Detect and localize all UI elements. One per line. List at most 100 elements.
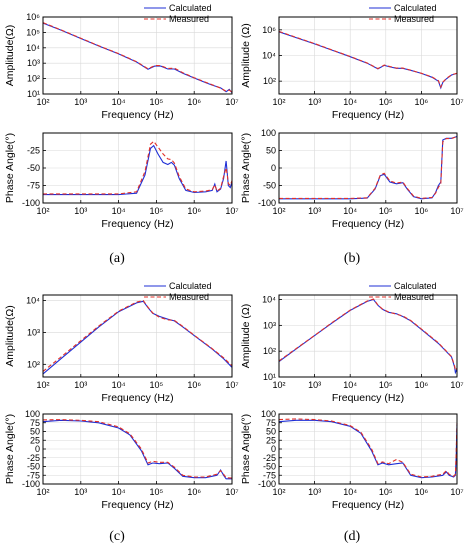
chart-7-ylabel: Amplitude (Ω)	[240, 304, 252, 368]
chart-2-ytick-label-0: -100	[22, 198, 40, 208]
chart-1-xtick-label-4: 10⁶	[187, 97, 201, 107]
chart-4-ytick-label-1: -50	[263, 181, 276, 191]
chart-1-ytick-label-5: 10⁶	[26, 12, 40, 22]
chart-1-ytick-label-3: 10⁴	[26, 43, 40, 53]
chart-8-ytick-label-1: -75	[263, 470, 276, 480]
legend-b-measured-label: Measured	[394, 14, 434, 24]
chart-7-ytick-label-1: 10²	[263, 346, 276, 356]
chart-3-series-measured-line	[278, 30, 458, 89]
chart-8-ytick-label-8: 100	[261, 409, 276, 419]
chart-6-series-calculated-line	[42, 419, 232, 480]
chart-7-xtick-label-4: 10⁶	[415, 380, 429, 390]
chart-4-xtick-label-3: 10⁵	[379, 206, 393, 216]
chart-5-xlabel: Frequency (Hz)	[101, 392, 173, 404]
chart-1-xtick-label-3: 10⁵	[150, 97, 164, 107]
chart-4-ylabel: Phase Angle(°)	[240, 133, 252, 203]
chart-8-series-calculated-line	[278, 419, 458, 479]
chart-3-ylabel: Amplitude (Ω)	[240, 23, 252, 87]
series-layer	[42, 22, 458, 480]
chart-2-xtick-label-3: 10⁵	[150, 206, 164, 216]
chart-1-xtick-label-1: 10³	[74, 97, 87, 107]
chart-8-ytick-label-6: 50	[266, 427, 276, 437]
chart-6-ytick-label-3: -25	[27, 453, 40, 463]
chart-4-ytick-label-0: -100	[258, 198, 276, 208]
text-layer: 10² 10³ 10⁴ 10⁵ 10⁶ 10⁷10¹10²10³10⁴10⁵10⁶Freq…	[4, 3, 464, 511]
panel-label-b: (b)	[344, 251, 361, 266]
chart-6-xtick-label-1: 10³	[74, 487, 87, 497]
chart-3-xtick-label-1: 10³	[308, 97, 321, 107]
chart-5-xtick-label-2: 10⁴	[112, 380, 126, 390]
chart-3-ytick-label-2: 10⁶	[262, 25, 276, 35]
chart-6-ylabel: Phase Angle(°)	[4, 414, 16, 484]
legend-a-measured-label: Measured	[169, 14, 209, 24]
chart-7-xtick-label-3: 10⁵	[379, 380, 393, 390]
chart-6-ytick-label-2: -50	[27, 462, 40, 472]
chart-6-xtick-label-4: 10⁶	[187, 487, 201, 497]
chart-7-xlabel: Frequency (Hz)	[332, 392, 404, 404]
chart-1-ytick-label-1: 10²	[27, 74, 40, 84]
chart-6-ytick-label-7: 75	[30, 418, 40, 428]
chart-6-ytick-label-5: 25	[30, 435, 40, 445]
chart-8-series-measured-line	[278, 418, 458, 478]
chart-4-xlabel: Frequency (Hz)	[332, 218, 404, 230]
chart-3-xtick-label-4: 10⁶	[415, 97, 429, 107]
chart-1-xlabel: Frequency (Hz)	[101, 109, 173, 121]
chart-1-plot-frame	[42, 16, 233, 95]
chart-4-ytick-label-2: 0	[271, 163, 276, 173]
chart-8-ylabel: Phase Angle(°)	[240, 414, 252, 484]
chart-2-xlabel: Frequency (Hz)	[101, 218, 173, 230]
chart-4-xtick-label-2: 10⁴	[343, 206, 357, 216]
chart-3-xtick-label-3: 10⁵	[379, 97, 393, 107]
chart-8-xtick-label-2: 10⁴	[343, 487, 357, 497]
chart-8-ytick-label-0: -100	[258, 479, 276, 489]
chart-5-ytick-label-2: 10⁴	[26, 296, 40, 306]
chart-1-ytick-label-4: 10⁵	[26, 27, 40, 37]
chart-5-plot-frame	[42, 294, 233, 378]
chart-5-xtick-label-5: 10⁷	[225, 380, 238, 390]
chart-3-xlabel: Frequency (Hz)	[332, 109, 404, 121]
chart-8-ytick-label-7: 75	[266, 418, 276, 428]
chart-8-xtick-label-0: 10²	[272, 487, 285, 497]
chart-4-xtick-label-5: 10⁷	[450, 206, 463, 216]
chart-2-xtick-label-0: 10²	[36, 206, 49, 216]
chart-5-xtick-label-0: 10²	[36, 380, 49, 390]
chart-6-xtick-label-0: 10²	[36, 487, 49, 497]
chart-6-ytick-label-8: 100	[25, 409, 40, 419]
chart-8-xlabel: Frequency (Hz)	[332, 499, 404, 511]
chart-6-ytick-label-1: -75	[27, 470, 40, 480]
chart-6-ytick-label-0: -100	[22, 479, 40, 489]
legend-d-calculated-label: Calculated	[394, 281, 437, 291]
chart-8-xtick-label-5: 10⁷	[450, 487, 463, 497]
chart-1-series-measured-line	[42, 22, 233, 93]
chart-3-xtick-label-5: 10⁷	[450, 97, 463, 107]
chart-8-ytick-label-5: 25	[266, 435, 276, 445]
chart-2-ytick-label-2: -50	[27, 163, 40, 173]
chart-6-xlabel: Frequency (Hz)	[101, 499, 173, 511]
panel-label-c: (c)	[109, 529, 125, 544]
chart-7-ytick-label-2: 10³	[263, 320, 276, 330]
chart-1-ytick-label-2: 10³	[27, 58, 40, 68]
chart-5-series-calculated-line	[42, 300, 233, 375]
chart-5-ytick-label-1: 10³	[27, 327, 40, 337]
chart-2-ylabel: Phase Angle(°)	[4, 133, 16, 203]
legend-b-calculated-label: Calculated	[394, 3, 437, 13]
chart-3-ytick-label-1: 10⁴	[262, 51, 276, 61]
chart-7-xtick-label-1: 10³	[308, 380, 321, 390]
chart-1-ylabel: Amplitude(Ω)	[4, 25, 16, 87]
chart-4-xtick-label-4: 10⁶	[415, 206, 429, 216]
chart-5-ytick-label-0: 10²	[27, 359, 40, 369]
chart-1-xtick-label-0: 10²	[36, 97, 49, 107]
chart-7-plot-frame	[278, 294, 458, 378]
chart-7-xtick-label-5: 10⁷	[450, 380, 463, 390]
chart-5-xtick-label-3: 10⁵	[150, 380, 164, 390]
chart-2-xtick-label-2: 10⁴	[112, 206, 126, 216]
legend-c-measured-label: Measured	[169, 292, 209, 302]
chart-2-ytick-label-1: -75	[27, 181, 40, 191]
chart-4-series-measured-line	[279, 135, 458, 199]
chart-6-xtick-label-5: 10⁷	[225, 487, 238, 497]
chart-2-xtick-label-1: 10³	[74, 206, 87, 216]
chart-3-xtick-label-0: 10²	[272, 97, 285, 107]
chart-6-xtick-label-2: 10⁴	[112, 487, 126, 497]
chart-8-xtick-label-4: 10⁶	[415, 487, 429, 497]
chart-1-xtick-label-2: 10⁴	[112, 97, 126, 107]
